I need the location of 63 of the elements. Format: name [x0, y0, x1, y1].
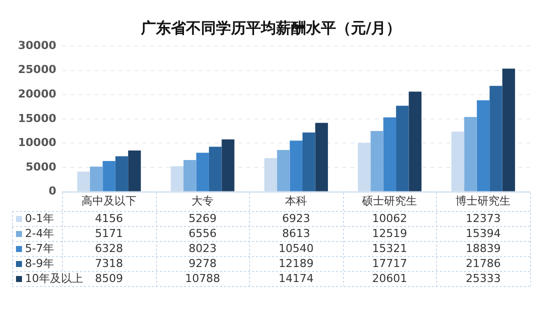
- bar: [277, 150, 290, 192]
- x-tick-label: 高中及以下: [82, 194, 137, 208]
- bar: [408, 92, 422, 192]
- x-tick-label: 大专: [192, 194, 214, 208]
- bar: [302, 132, 316, 192]
- data-label: 5269: [188, 212, 217, 225]
- y-tick-label: 20000: [18, 87, 57, 100]
- x-tick-label: 博士研究生: [456, 194, 511, 208]
- y-tick-label: 30000: [18, 38, 57, 52]
- data-label: 21786: [466, 256, 501, 270]
- bar: [196, 152, 209, 192]
- y-tick-label: 0: [48, 184, 57, 198]
- y-tick-label: 5000: [26, 160, 57, 174]
- bar: [490, 86, 502, 192]
- data-label: 18839: [466, 242, 501, 255]
- y-tick-label: 15000: [18, 112, 57, 125]
- y-tick-label: 25000: [18, 63, 57, 76]
- data-label: 15321: [372, 242, 408, 255]
- legend-label: 5-7年: [25, 242, 54, 255]
- data-label: 12519: [372, 226, 408, 240]
- data-label: 6556: [188, 226, 217, 240]
- bar: [208, 146, 222, 192]
- bar: [464, 116, 477, 192]
- bar: [290, 140, 302, 192]
- legend-label: 2-4年: [25, 226, 54, 240]
- data-label: 7318: [95, 256, 124, 270]
- bar: [222, 139, 234, 192]
- data-label: 15394: [466, 226, 501, 240]
- y-tick-label: 10000: [18, 136, 57, 150]
- x-tick-label: 本科: [285, 194, 308, 208]
- bar: [396, 106, 409, 192]
- bar: [370, 130, 384, 192]
- data-label: 17717: [372, 256, 408, 270]
- data-label: 20601: [372, 272, 408, 285]
- data-label: 9278: [188, 256, 217, 270]
- x-tick-label: 硕士研究生: [361, 194, 418, 208]
- bar: [502, 68, 516, 192]
- data-label: 6923: [282, 212, 310, 225]
- data-label: 6328: [95, 242, 124, 255]
- bar: [476, 100, 490, 192]
- bar: [184, 160, 196, 192]
- data-label: 8509: [95, 272, 124, 285]
- legend-label: 10年及以上: [25, 272, 83, 285]
- data-label: 5171: [95, 226, 124, 240]
- bar: [115, 156, 128, 192]
- data-label: 8613: [282, 226, 310, 240]
- bar: [383, 117, 396, 192]
- bar: [128, 150, 141, 192]
- data-label: 14174: [278, 272, 314, 285]
- chart-title: 广东省不同学历平均薪酬水平（元/月）: [140, 18, 402, 37]
- data-label: 12373: [466, 212, 501, 225]
- data-label: 25333: [466, 272, 501, 285]
- data-label: 10062: [372, 212, 408, 225]
- data-label: 8023: [188, 242, 217, 255]
- data-label: 10540: [278, 242, 314, 255]
- legend-label: 0-1年: [25, 212, 54, 225]
- bar: [102, 161, 116, 192]
- bar: [90, 166, 103, 192]
- legend-label: 8-9年: [25, 256, 54, 270]
- data-label: 4156: [95, 212, 124, 225]
- data-label: 10788: [185, 272, 220, 285]
- bar: [315, 122, 328, 192]
- data-label: 12189: [278, 256, 314, 270]
